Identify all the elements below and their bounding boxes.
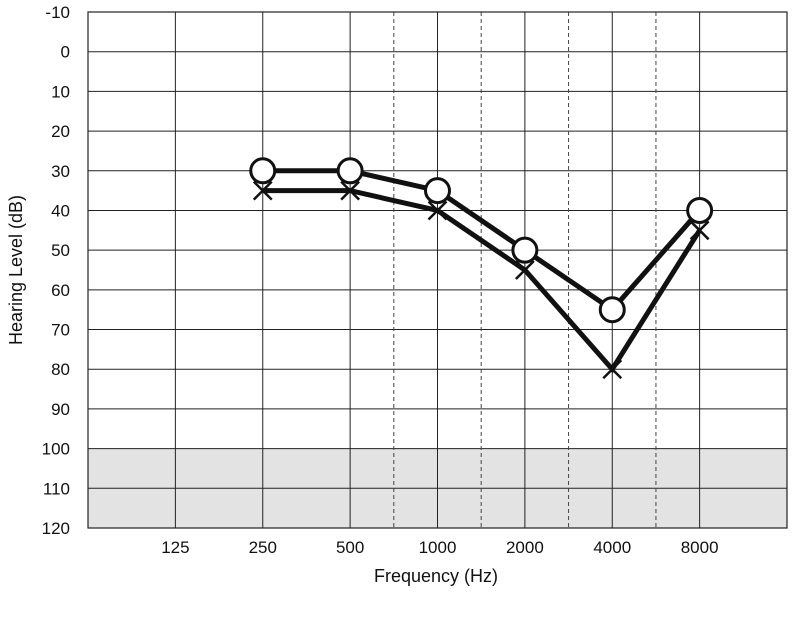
x-tick-label: 500: [336, 538, 364, 557]
cross-marker: [689, 220, 710, 241]
y-tick-label: 90: [51, 400, 70, 419]
cross-stroke: [340, 180, 361, 201]
cross-series-line: [262, 188, 702, 374]
circle-marker: [598, 296, 626, 324]
y-tick-label: 30: [51, 162, 70, 181]
x-tick-label: 1000: [419, 538, 457, 557]
cross-stroke: [252, 180, 273, 201]
y-tick-label: 10: [51, 82, 70, 101]
cross-marker: [427, 200, 448, 221]
circle-marker: [249, 157, 277, 185]
plot-frame: [87, 11, 788, 529]
circle-series-line: [262, 168, 702, 314]
cross-marker: [602, 359, 623, 380]
circle-marker: [686, 196, 714, 224]
x-tick-label: 4000: [593, 538, 631, 557]
circle-marker: [336, 157, 364, 185]
x-tick-label: 125: [161, 538, 189, 557]
cross-stroke: [602, 359, 623, 380]
y-tick-label: 40: [51, 201, 70, 220]
y-tick-label: -10: [45, 3, 70, 22]
x-tick-label: 250: [249, 538, 277, 557]
y-tick-label: 50: [51, 241, 70, 260]
cross-marker: [252, 180, 273, 201]
x-axis-title: Frequency (Hz): [374, 566, 498, 586]
grid-layer: [87, 11, 788, 529]
x-tick-label: 2000: [506, 538, 544, 557]
y-tick-label: 110: [43, 479, 70, 498]
y-tick-label: 20: [51, 122, 70, 141]
y-tick-label: 120: [42, 519, 70, 538]
cross-stroke: [514, 260, 535, 280]
cross-marker: [340, 180, 361, 201]
x-tick-label: 8000: [681, 538, 719, 557]
y-tick-label: 60: [51, 281, 70, 300]
y-tick-label: 80: [51, 360, 70, 379]
y-tick-label: 0: [61, 43, 70, 62]
cross-stroke: [427, 200, 448, 221]
cross-stroke: [689, 220, 710, 241]
y-tick-labels: -10 0 10 20 30 40 50 60 70 80 90 100 110 120: [42, 3, 70, 538]
y-axis-title: Hearing Level (dB): [6, 195, 26, 345]
y-tick-label: 70: [51, 321, 70, 340]
series-layer: [249, 157, 714, 380]
x-tick-labels: 125 250 500 1000 2000 4000 8000: [161, 538, 718, 557]
y-tick-label: 100: [42, 440, 70, 459]
cross-marker: [514, 260, 535, 280]
circle-marker: [424, 177, 451, 205]
circle-marker: [511, 236, 539, 264]
